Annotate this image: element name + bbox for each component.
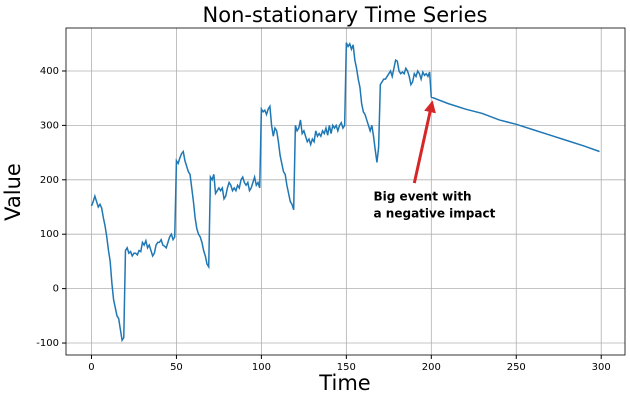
x-tick-label: 150 bbox=[337, 362, 356, 373]
x-tick-label: 50 bbox=[170, 362, 183, 373]
x-tick-label: 300 bbox=[592, 362, 611, 373]
annotation-arrow bbox=[412, 100, 436, 184]
x-tick-label: 200 bbox=[422, 362, 441, 373]
x-axis-label: Time bbox=[318, 371, 370, 395]
y-tick-label: 300 bbox=[40, 120, 59, 131]
y-tick-label: 0 bbox=[53, 284, 59, 295]
series-line bbox=[90, 41, 600, 343]
y-tick-label: 200 bbox=[40, 175, 59, 186]
x-tick-label: 100 bbox=[252, 362, 271, 373]
annotation-text: Big event with bbox=[374, 190, 472, 204]
x-tick-label: 250 bbox=[507, 362, 526, 373]
chart-title: Non-stationary Time Series bbox=[203, 3, 488, 27]
x-tick-label: 0 bbox=[88, 362, 94, 373]
y-axis-label: Value bbox=[1, 163, 25, 221]
y-tick-label: 100 bbox=[40, 229, 59, 240]
y-tick-label: -100 bbox=[36, 338, 59, 349]
y-tick-label: 400 bbox=[40, 66, 59, 77]
annotation-text: a negative impact bbox=[374, 207, 496, 221]
plot-frame bbox=[65, 27, 626, 356]
